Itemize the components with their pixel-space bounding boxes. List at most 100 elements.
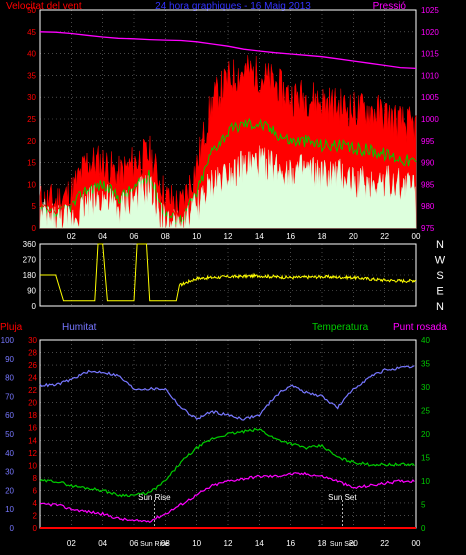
- wind-tick-label: 35: [27, 71, 36, 80]
- wind-x-tick-label: 14: [255, 232, 264, 241]
- climate-x-tick-label: 06: [130, 539, 139, 548]
- rain-tick-label: 40: [5, 449, 14, 458]
- temperature-tick-label: 15: [421, 454, 430, 463]
- direction-tick-label: 270: [23, 256, 37, 265]
- wind-tick-label: 15: [27, 159, 36, 168]
- legend-dewpoint: Punt rosada: [393, 322, 447, 333]
- wind-x-tick-label: 20: [349, 232, 358, 241]
- chart-title: 24 hora graphiques - 16 Maig 2013: [155, 1, 311, 12]
- humidity-tick-label: 16: [28, 424, 37, 433]
- humidity-tick-label: 20: [28, 399, 37, 408]
- rain-tick-label: 50: [5, 430, 14, 439]
- wind-x-tick-label: 10: [192, 232, 201, 241]
- humidity-tick-label: 26: [28, 361, 37, 370]
- pressure-tick-label: 1015: [421, 50, 439, 59]
- temperature-tick-label: 5: [421, 501, 426, 510]
- wind-tick-label: 20: [27, 137, 36, 146]
- wind-tick-label: 25: [27, 115, 36, 124]
- climate-x-tick-label: 04: [98, 539, 107, 548]
- sun-annotation-label: Sun Set: [328, 493, 357, 502]
- pressure-tick-label: 1000: [421, 115, 439, 124]
- series-temperature-line: [39, 427, 415, 498]
- legend-temperature: Temperatura: [312, 322, 369, 333]
- pressure-tick-label: 1010: [421, 71, 439, 80]
- rain-tick-label: 20: [5, 486, 14, 495]
- series-min-area: [39, 145, 417, 229]
- wind-x-tick-label: 04: [98, 232, 107, 241]
- pressure-tick-label: 980: [421, 202, 435, 211]
- wind-tick-label: 30: [27, 93, 36, 102]
- climate-x-tick-label: 00: [412, 539, 421, 548]
- climate-x-tick-label: 02: [67, 539, 76, 548]
- wind-x-tick-label: 02: [67, 232, 76, 241]
- temperature-tick-label: 10: [421, 477, 430, 486]
- direction-tick-label: 90: [27, 287, 36, 296]
- legend-wind-speed: Velocitat del vent: [6, 1, 82, 12]
- humidity-tick-label: 14: [28, 436, 37, 445]
- wind-x-tick-label: 00: [412, 232, 421, 241]
- legend-humidity: Humitat: [62, 322, 97, 333]
- pressure-tick-label: 995: [421, 137, 435, 146]
- wind-tick-label: 45: [27, 28, 36, 37]
- humidity-tick-label: 24: [28, 374, 37, 383]
- rain-tick-label: 100: [1, 336, 15, 345]
- wind-tick-label: 5: [32, 202, 37, 211]
- climate-x-tick-label: 18: [318, 539, 327, 548]
- sun-x-tick-label: Sun Rise: [140, 541, 169, 548]
- direction-tick-label: 180: [23, 271, 37, 280]
- direction-tick-label: 360: [23, 240, 37, 249]
- temperature-tick-label: 25: [421, 407, 430, 416]
- humidity-tick-label: 2: [33, 511, 38, 520]
- compass-label: W: [435, 255, 446, 267]
- pressure-tick-label: 990: [421, 159, 435, 168]
- wind-tick-label: 0: [32, 224, 37, 233]
- wind-x-tick-label: 12: [224, 232, 233, 241]
- wind-x-tick-label: 06: [130, 232, 139, 241]
- temperature-tick-label: 35: [421, 360, 430, 369]
- temperature-tick-label: 0: [421, 524, 426, 533]
- climate-x-tick-label: 16: [286, 539, 295, 548]
- series-pressure-line: [39, 31, 417, 70]
- wind-x-tick-label: 08: [161, 232, 170, 241]
- series-wind-direction-line: [40, 243, 417, 302]
- humidity-tick-label: 18: [28, 411, 37, 420]
- temperature-tick-label: 30: [421, 383, 430, 392]
- climate-x-tick-label: 12: [224, 539, 233, 548]
- humidity-tick-label: 22: [28, 386, 37, 395]
- humidity-tick-label: 4: [33, 499, 38, 508]
- compass-label: E: [436, 286, 443, 298]
- humidity-tick-label: 8: [33, 474, 38, 483]
- pressure-tick-label: 975: [421, 224, 435, 233]
- direction-tick-label: 0: [32, 302, 37, 311]
- humidity-tick-label: 12: [28, 449, 37, 458]
- rain-tick-label: 80: [5, 374, 14, 383]
- rain-tick-label: 10: [5, 505, 14, 514]
- legend-pressure: Pressió: [373, 1, 407, 12]
- wind-tick-label: 40: [27, 50, 36, 59]
- climate-x-tick-label: 14: [255, 539, 264, 548]
- sun-x-tick-label: Sun Set: [330, 541, 355, 548]
- temperature-tick-label: 40: [421, 336, 430, 345]
- humidity-tick-label: 28: [28, 349, 37, 358]
- climate-x-tick-label: 22: [380, 539, 389, 548]
- legend-rain: Pluja: [0, 322, 23, 333]
- climate-x-tick-label: 20: [349, 539, 358, 548]
- humidity-tick-label: 30: [28, 336, 37, 345]
- wind-x-tick-label: 22: [380, 232, 389, 241]
- climate-x-tick-label: 08: [161, 539, 170, 548]
- series-mean-line: [39, 117, 417, 225]
- compass-label: S: [436, 270, 443, 282]
- temperature-tick-label: 20: [421, 430, 430, 439]
- humidity-tick-label: 0: [33, 524, 38, 533]
- pressure-tick-label: 1020: [421, 28, 439, 37]
- rain-tick-label: 30: [5, 468, 14, 477]
- rain-tick-label: 0: [10, 524, 15, 533]
- series-humidity-line: [39, 365, 415, 421]
- sun-annotation-label: Sun Rise: [138, 493, 171, 502]
- compass-label: N: [436, 239, 444, 251]
- rain-tick-label: 70: [5, 392, 14, 401]
- climate-grid: [39, 339, 417, 529]
- rain-tick-label: 60: [5, 411, 14, 420]
